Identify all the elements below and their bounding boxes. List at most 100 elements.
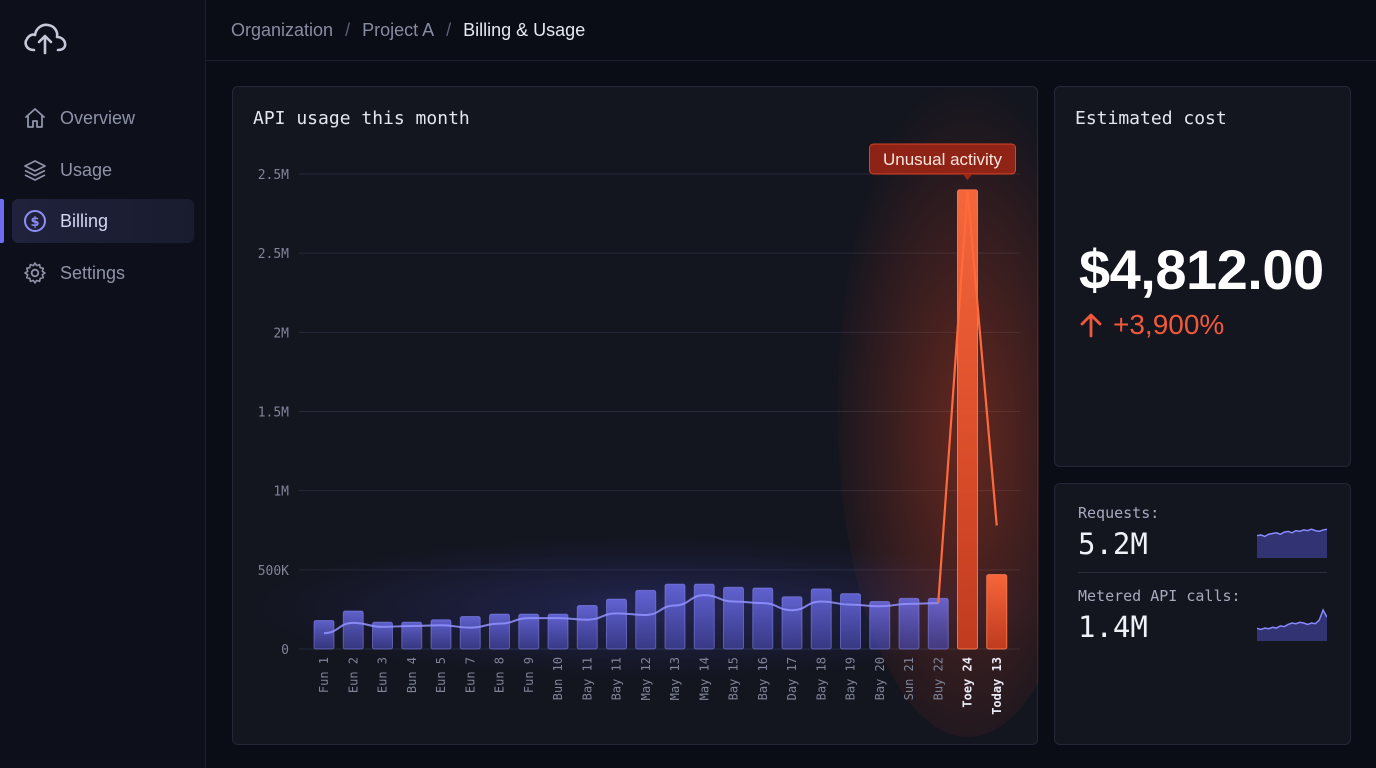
usage-bar	[547, 613, 569, 650]
sparkline-line	[1257, 528, 1327, 538]
breadcrumb-current: Billing & Usage	[463, 19, 586, 40]
usage-bar	[576, 604, 598, 650]
x-tick-label: Buy 22	[931, 657, 945, 700]
usage-bar	[635, 589, 657, 650]
callout-pointer	[962, 174, 973, 180]
sidebar-item-label: Billing	[60, 210, 109, 231]
usage-bar	[401, 621, 423, 650]
requests-value: 5.2M	[1078, 527, 1148, 561]
usage-bar	[752, 587, 774, 650]
callout-label: Unusual activity	[883, 150, 1003, 169]
usage-bar	[372, 621, 393, 650]
layers-icon	[23, 158, 47, 182]
usage-bar	[810, 588, 832, 650]
x-tick-label: Bay 11	[610, 657, 624, 700]
estimated-cost-value: $4,812.00	[1079, 238, 1324, 301]
sidebar: Overview Usage $ Billing Settings	[0, 0, 206, 768]
cost-change: +3,900%	[1079, 309, 1224, 341]
home-icon	[23, 106, 47, 130]
usage-bar	[693, 583, 715, 650]
y-tick-label: 500K	[258, 564, 289, 579]
x-tick-label: Bay 11	[580, 657, 594, 700]
anomaly-callout: Unusual activity	[869, 143, 1016, 180]
sidebar-item-label: Overview	[60, 107, 136, 128]
x-tick-label: Bay 20	[873, 657, 887, 700]
x-tick-label: Bay 18	[814, 657, 828, 700]
usage-bar	[313, 620, 335, 650]
y-tick-label: 1M	[273, 485, 289, 500]
usage-bar	[664, 583, 686, 650]
usage-bar	[840, 593, 861, 650]
arrow-up-icon	[1080, 313, 1102, 338]
y-tick-label: 2.5M	[258, 168, 289, 183]
usage-bar	[459, 616, 481, 650]
usage-bar	[723, 586, 744, 650]
x-tick-label: Eun 8	[493, 657, 507, 693]
y-tick-label: 2M	[273, 326, 289, 341]
breadcrumb-separator: /	[446, 19, 452, 40]
x-tick-label: Eun 5	[434, 657, 448, 693]
usage-bar	[927, 597, 949, 650]
sidebar-item-usage[interactable]: Usage	[12, 148, 194, 192]
active-nav-indicator	[0, 199, 4, 243]
x-tick-label: Today 13	[990, 657, 1004, 715]
requests-sparkline	[1257, 528, 1327, 558]
requests-label: Requests:	[1078, 504, 1160, 522]
breadcrumb: Organization / Project A / Billing & Usa…	[206, 0, 1376, 61]
sidebar-item-billing[interactable]: $ Billing	[12, 199, 194, 243]
metered-calls-sparkline	[1257, 608, 1327, 641]
usage-bar	[869, 601, 891, 650]
cost-change-value: +3,900%	[1113, 309, 1225, 340]
sparkline-area	[1257, 610, 1327, 641]
sparkline-line	[1257, 608, 1327, 631]
usage-bar	[898, 597, 920, 650]
x-tick-label: Sun 21	[902, 657, 916, 700]
usage-bar	[430, 619, 452, 650]
x-tick-label: Bun 10	[551, 657, 565, 700]
usage-bar	[489, 613, 510, 650]
usage-bar	[781, 596, 803, 650]
x-tick-label: Day 17	[785, 657, 799, 700]
x-tick-label: May 13	[668, 657, 682, 700]
x-tick-label: Bay 19	[844, 657, 858, 700]
stats-divider	[1078, 572, 1327, 573]
x-tick-label: Fun 9	[522, 657, 536, 693]
usage-bar	[518, 613, 540, 650]
x-tick-label: May 12	[639, 657, 653, 700]
breadcrumb-item[interactable]: Project A	[362, 19, 435, 40]
x-tick-label: Bay 16	[756, 657, 770, 700]
x-tick-label: Eun 7	[463, 657, 477, 693]
y-tick-label: 0	[281, 643, 289, 658]
x-tick-label: Fun 1	[317, 657, 331, 693]
x-tick-label: Toey 24	[961, 657, 975, 708]
gear-icon	[23, 261, 47, 285]
breadcrumb-item[interactable]: Organization	[231, 19, 334, 40]
sidebar-item-label: Usage	[60, 159, 113, 180]
usage-bar	[342, 610, 364, 650]
sparkline-area	[1257, 529, 1327, 558]
sidebar-item-settings[interactable]: Settings	[12, 251, 194, 295]
chart-title: API usage this month	[253, 108, 470, 129]
svg-text:$: $	[30, 215, 39, 230]
metered-calls-value: 1.4M	[1078, 610, 1148, 644]
sidebar-item-label: Settings	[60, 262, 126, 283]
dollar-circle-icon: $	[23, 209, 47, 233]
y-tick-label: 2.5M	[258, 247, 289, 262]
anomaly-bar	[986, 574, 1008, 650]
x-tick-label: Bun 4	[405, 657, 419, 693]
usage-chart-card: API usage this month 0 500K 1M 1.5M 2M 2.5M 2.…	[232, 86, 1039, 745]
usage-stats-card: Requests: 5.2M Metered API calls: 1.4M	[1054, 483, 1351, 745]
metered-calls-label: Metered API calls:	[1078, 587, 1241, 605]
usage-bar	[606, 598, 627, 650]
cost-card-title: Estimated cost	[1075, 108, 1227, 129]
breadcrumb-separator: /	[345, 19, 351, 40]
x-tick-label: May 14	[697, 657, 711, 700]
sidebar-item-overview[interactable]: Overview	[12, 96, 194, 140]
x-tick-label: Bay 15	[727, 657, 741, 700]
cloud-upload-icon[interactable]	[22, 20, 68, 56]
estimated-cost-card: Estimated cost $4,812.00 +3,900%	[1054, 86, 1351, 467]
x-tick-label: Eun 3	[376, 657, 390, 693]
anomaly-trend-line	[937, 189, 998, 604]
x-tick-label: Eun 2	[346, 657, 360, 693]
trend-line	[323, 594, 939, 635]
